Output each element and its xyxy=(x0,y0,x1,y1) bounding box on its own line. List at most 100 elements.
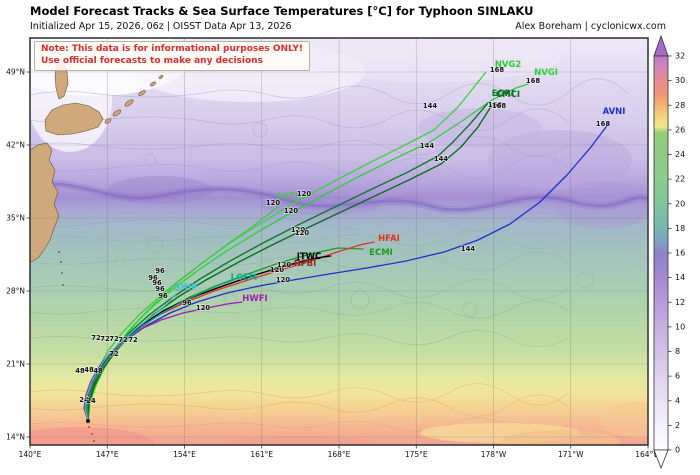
hour-label: 72 xyxy=(128,336,138,344)
hour-label: 96 xyxy=(182,299,192,307)
colorbar-tick-label: 8 xyxy=(675,347,680,356)
hokkaido xyxy=(44,102,104,136)
x-tick-label: 175°E xyxy=(405,450,428,459)
model-label-COTI: COTI xyxy=(276,192,298,202)
colorbar-tick-label: 16 xyxy=(675,249,685,258)
model-label-SHIP: SHIP xyxy=(175,283,198,293)
hour-label: 24 xyxy=(79,396,89,404)
graticule xyxy=(30,38,648,445)
y-tick-label: 21°N xyxy=(6,360,25,369)
model-label-AVNI: AVNI xyxy=(603,107,626,117)
hour-label: 48 xyxy=(84,366,94,374)
hour-label: 120 xyxy=(266,199,280,207)
hour-label: 168 xyxy=(488,101,502,109)
x-tick-label: 168°E xyxy=(328,450,351,459)
colorbar-tick-label: 26 xyxy=(675,125,685,134)
track-HWFI xyxy=(83,301,243,422)
y-tick-label: 14°N xyxy=(6,433,25,442)
hour-label: 144 xyxy=(434,155,448,163)
hour-label: 168 xyxy=(596,120,610,128)
hour-label: 24 xyxy=(86,397,96,405)
model-label-JTWC: JTWC xyxy=(296,252,322,262)
hour-label: 144 xyxy=(461,245,475,253)
colorbar-tick-label: 28 xyxy=(675,101,685,110)
y-tick-label: 42°N xyxy=(6,141,25,150)
hour-label: 72 xyxy=(109,350,119,358)
hour-label: 72 xyxy=(100,335,110,343)
hour-label: 120 xyxy=(277,261,291,269)
note-line-2: Use official forecasts to make any decis… xyxy=(41,55,263,66)
hour-label: 120 xyxy=(276,276,290,284)
track-SHIP xyxy=(84,293,177,422)
hour-label: 48 xyxy=(75,367,85,375)
colorbar-tick-label: 18 xyxy=(675,224,685,233)
y-tick-label: 28°N xyxy=(6,287,25,296)
model-label-NVGI: NVGI xyxy=(534,68,558,78)
hour-label: 120 xyxy=(284,207,298,215)
hour-label: 144 xyxy=(420,142,434,150)
model-label-ECMI: ECMI xyxy=(369,248,393,258)
colorbar-arrow-bottom xyxy=(653,449,669,470)
hour-label: 120 xyxy=(291,226,305,234)
x-tick-label: 178°W xyxy=(481,450,507,459)
hour-label: 120 xyxy=(295,229,309,237)
page-title: Model Forecast Tracks & Sea Surface Temp… xyxy=(30,4,534,18)
hour-label: 72 xyxy=(109,335,119,343)
hour-label: 96 xyxy=(148,274,158,282)
colorbar-tick-label: 12 xyxy=(675,298,685,307)
track-LGEM xyxy=(85,279,235,422)
model-label-LGEM: LGEM xyxy=(231,273,258,283)
colorbar-tick-label: 6 xyxy=(675,372,680,381)
hour-label: 120 xyxy=(270,266,284,274)
hour-label: 96 xyxy=(155,285,165,293)
colorbar-tick-label: 32 xyxy=(675,52,685,61)
model-label-HFAI: HFAI xyxy=(378,234,400,244)
hour-label: 72 xyxy=(118,336,128,344)
colorbar-tick-label: 4 xyxy=(675,396,680,405)
model-label-NVG2: NVG2 xyxy=(495,60,522,70)
track-CMCI xyxy=(87,104,493,422)
forecast-tracks xyxy=(83,71,610,422)
x-tick-label: 171°W xyxy=(558,450,584,459)
colorbar-tick-label: 10 xyxy=(675,322,685,331)
model-label-HFBI: HFBI xyxy=(294,259,317,269)
colorbar-tick-label: 2 xyxy=(675,421,680,430)
land-japan xyxy=(30,62,164,263)
hour-label: 120 xyxy=(297,190,311,198)
model-label-HWFI: HWFI xyxy=(242,294,267,304)
hour-label: 168 xyxy=(492,102,506,110)
hour-label: 72 xyxy=(91,334,101,342)
disclaimer-note: Note: This data is for informational pur… xyxy=(34,41,310,72)
honshu xyxy=(30,142,60,263)
x-axis-ticks: 140°E 147°E 154°E 161°E 168°E 175°E 178°W 171°W… xyxy=(19,445,661,459)
hour-label: 96 xyxy=(155,267,165,275)
x-tick-label: 154°E xyxy=(173,450,196,459)
colorbar-tick-label: 0 xyxy=(675,446,680,455)
storm-position-marker xyxy=(86,419,90,423)
y-tick-label: 49°N xyxy=(6,68,25,77)
small-islands xyxy=(58,251,95,442)
author-credit: Alex Boreham | cyclonicwx.com xyxy=(515,21,666,32)
hour-label: 168 xyxy=(490,66,504,74)
x-tick-label: 161°E xyxy=(250,450,273,459)
model-label-EGRI: EGRI xyxy=(492,89,515,99)
y-axis-ticks: 49°N 42°N 35°N 28°N 21°N 14°N xyxy=(6,68,30,442)
hour-label: 48 xyxy=(93,367,103,375)
colorbar-tick-label: 24 xyxy=(675,150,685,159)
hour-label: 144 xyxy=(423,102,437,110)
init-info: Initialized Apr 15, 2026, 06z | OISST Da… xyxy=(30,21,292,32)
colorbar-tick-label: 30 xyxy=(675,76,685,85)
colorbar-tick-label: 14 xyxy=(675,273,685,282)
hour-label: 120 xyxy=(196,304,210,312)
x-tick-label: 147°E xyxy=(96,450,119,459)
model-label-CMCI: CMCI xyxy=(496,90,520,100)
hour-label: 96 xyxy=(158,292,168,300)
hour-label: 96 xyxy=(152,279,162,287)
